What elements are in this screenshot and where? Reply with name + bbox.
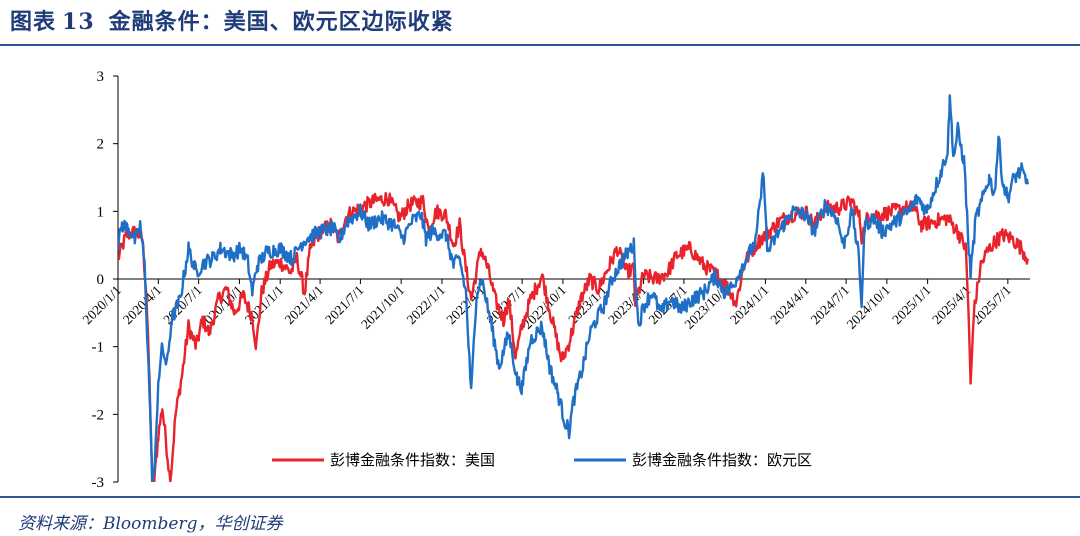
- figure-label: 图表: [10, 9, 57, 35]
- y-tick-label: 2: [97, 137, 105, 153]
- x-tick-label: 2024/4/1: [767, 283, 812, 328]
- x-tick-label: 2025/1/1: [889, 283, 934, 328]
- y-tick-label: 1: [97, 204, 105, 220]
- figure-title-text: 金融条件：美国、欧元区边际收紧: [108, 9, 454, 35]
- legend: 彭博金融条件指数：美国 彭博金融条件指数：欧元区: [272, 452, 812, 469]
- y-tick-label: -2: [92, 407, 105, 423]
- series-line-euro: [118, 94, 1029, 482]
- legend-label-euro: 彭博金融条件指数：欧元区: [632, 452, 812, 469]
- source-note: 资料来源：Bloomberg，华创证券: [18, 514, 283, 534]
- series-layer: [118, 94, 1029, 482]
- x-tick-label: 2022/1/1: [404, 283, 449, 328]
- x-tick-label: 2024/10/1: [844, 283, 893, 332]
- legend-label-us: 彭博金融条件指数：美国: [330, 452, 495, 469]
- series-line-us: [118, 191, 1029, 482]
- y-tick-label: 0: [97, 272, 105, 288]
- footer-rule: [0, 496, 1080, 498]
- x-tick-label: 2020/1/1: [80, 283, 125, 328]
- figure-title: 图表 13 金融条件：美国、欧元区边际收紧: [10, 4, 454, 36]
- figure-number: 13: [62, 9, 95, 35]
- x-tick-label: 2021/10/1: [358, 283, 407, 332]
- y-tick-label: -1: [92, 340, 105, 356]
- x-tick-label: 2020/4/1: [120, 283, 165, 328]
- title-rule: [0, 44, 1080, 46]
- y-axis: 3 2 1 0 -1 -2 -3: [92, 69, 119, 491]
- y-tick-label: 3: [97, 69, 105, 85]
- y-tick-label: -3: [92, 475, 105, 491]
